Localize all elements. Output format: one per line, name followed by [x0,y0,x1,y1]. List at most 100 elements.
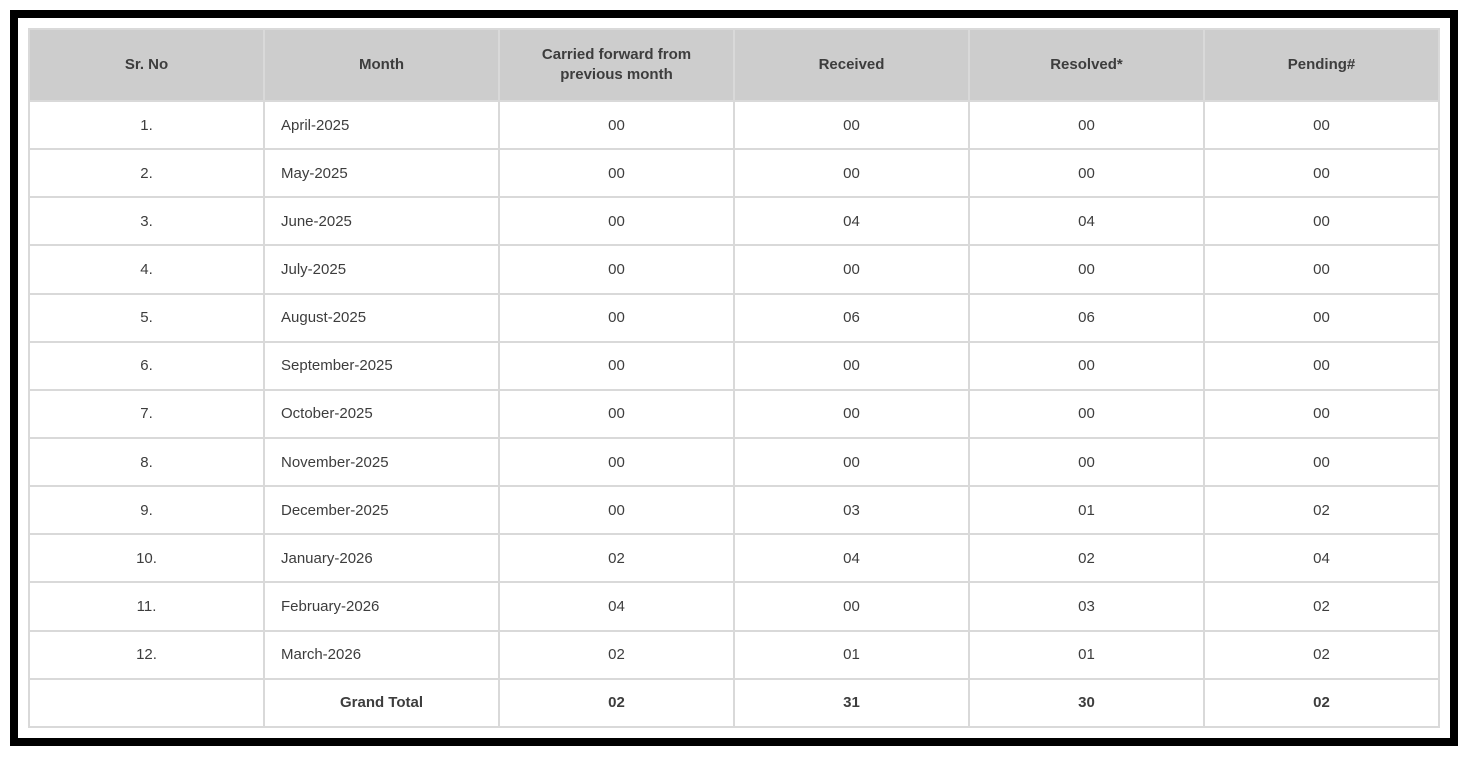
grand-total-received-cell: 31 [733,677,970,729]
table-row: 3. June-2025 00 04 04 00 [28,196,1440,247]
month-cell: July-2025 [263,244,500,295]
sr-no-cell: 3. [28,196,265,247]
pending-cell: 00 [1203,436,1440,488]
carried-forward-cell: 00 [498,148,735,199]
pending-cell: 00 [1203,196,1440,247]
resolved-cell: 00 [968,388,1205,439]
carried-forward-cell: 00 [498,244,735,295]
sr-no-cell: 9. [28,485,265,536]
pending-cell: 02 [1203,485,1440,536]
month-cell: October-2025 [263,388,500,439]
sr-no-cell: 6. [28,340,265,391]
column-header-carried-forward: Carried forward from previous month [498,28,735,102]
table-row: 11. February-2026 04 00 03 02 [28,581,1440,632]
table-row: 5. August-2025 00 06 06 00 [28,292,1440,343]
column-header-month: Month [263,28,500,102]
carried-forward-cell: 00 [498,436,735,488]
carried-forward-cell: 00 [498,196,735,247]
received-cell: 04 [733,533,970,584]
sr-no-cell: 12. [28,629,265,680]
pending-cell: 02 [1203,581,1440,632]
month-cell: May-2025 [263,148,500,199]
month-cell: September-2025 [263,340,500,391]
received-cell: 00 [733,388,970,439]
monthly-report-table: Sr. No Month Carried forward from previous… [28,28,1440,729]
sr-no-cell: 11. [28,581,265,632]
pending-cell: 00 [1203,292,1440,343]
month-cell: November-2025 [263,436,500,488]
resolved-cell: 00 [968,148,1205,199]
resolved-cell: 00 [968,99,1205,151]
resolved-cell: 00 [968,340,1205,391]
grand-total-row: Grand Total 02 31 30 02 [28,677,1440,729]
received-cell: 00 [733,581,970,632]
table-row: 4. July-2025 00 00 00 00 [28,244,1440,295]
received-cell: 03 [733,485,970,536]
grand-total-resolved-cell: 30 [968,677,1205,729]
carried-forward-cell: 02 [498,533,735,584]
month-cell: June-2025 [263,196,500,247]
sr-no-cell: 2. [28,148,265,199]
received-cell: 00 [733,244,970,295]
sr-no-cell: 10. [28,533,265,584]
column-header-sr-no: Sr. No [28,28,265,102]
resolved-cell: 01 [968,485,1205,536]
grand-total-carried-forward-cell: 02 [498,677,735,729]
table-row: 1. April-2025 00 00 00 00 [28,99,1440,151]
sr-no-cell: 5. [28,292,265,343]
sr-no-cell: 7. [28,388,265,439]
resolved-cell: 02 [968,533,1205,584]
received-cell: 00 [733,436,970,488]
column-header-resolved: Resolved* [968,28,1205,102]
grand-total-sr-no-cell [28,677,265,729]
received-cell: 04 [733,196,970,247]
sr-no-cell: 4. [28,244,265,295]
received-cell: 00 [733,148,970,199]
carried-forward-cell: 04 [498,581,735,632]
pending-cell: 00 [1203,148,1440,199]
report-frame: Sr. No Month Carried forward from previous… [10,10,1458,746]
month-cell: January-2026 [263,533,500,584]
table-row: 6. September-2025 00 00 00 00 [28,340,1440,391]
table-row: 2. May-2025 00 00 00 00 [28,148,1440,199]
resolved-cell: 06 [968,292,1205,343]
month-cell: February-2026 [263,581,500,632]
sr-no-cell: 8. [28,436,265,488]
table-row: 10. January-2026 02 04 02 04 [28,533,1440,584]
sr-no-cell: 1. [28,99,265,151]
grand-total-label: Grand Total [263,677,500,729]
carried-forward-cell: 00 [498,292,735,343]
grand-total-pending-cell: 02 [1203,677,1440,729]
resolved-cell: 04 [968,196,1205,247]
header-row: Sr. No Month Carried forward from previous… [28,28,1440,102]
carried-forward-cell: 00 [498,340,735,391]
pending-cell: 00 [1203,99,1440,151]
table-body: 1. April-2025 00 00 00 00 2. May-2025 00 00 00 00 3.… [28,99,1440,729]
table-head: Sr. No Month Carried forward from previous… [28,28,1440,102]
received-cell: 00 [733,99,970,151]
table-row: 7. October-2025 00 00 00 00 [28,388,1440,439]
pending-cell: 02 [1203,629,1440,680]
pending-cell: 04 [1203,533,1440,584]
table-row: 12. March-2026 02 01 01 02 [28,629,1440,680]
table-row: 9. December-2025 00 03 01 02 [28,485,1440,536]
received-cell: 00 [733,340,970,391]
pending-cell: 00 [1203,388,1440,439]
resolved-cell: 00 [968,244,1205,295]
month-cell: March-2026 [263,629,500,680]
resolved-cell: 00 [968,436,1205,488]
month-cell: April-2025 [263,99,500,151]
table-row: 8. November-2025 00 00 00 00 [28,436,1440,488]
month-cell: August-2025 [263,292,500,343]
resolved-cell: 03 [968,581,1205,632]
carried-forward-cell: 02 [498,629,735,680]
received-cell: 06 [733,292,970,343]
column-header-received: Received [733,28,970,102]
month-cell: December-2025 [263,485,500,536]
carried-forward-cell: 00 [498,388,735,439]
carried-forward-cell: 00 [498,485,735,536]
resolved-cell: 01 [968,629,1205,680]
carried-forward-cell: 00 [498,99,735,151]
column-header-pending: Pending# [1203,28,1440,102]
pending-cell: 00 [1203,340,1440,391]
